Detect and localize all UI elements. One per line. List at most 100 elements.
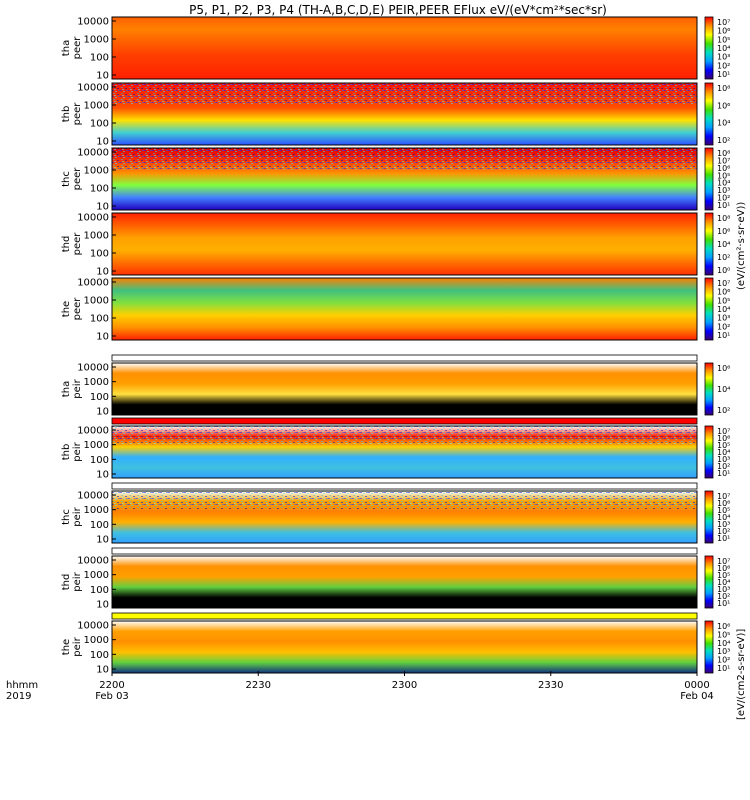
colorbar-tick-label: 10⁴ bbox=[717, 179, 730, 188]
colorbar-tick-label: 10⁰ bbox=[717, 266, 730, 275]
y-tick-label: 1000 bbox=[84, 570, 109, 581]
colorbar-tick-label: 10¹ bbox=[717, 70, 730, 79]
y-tick-label: 10000 bbox=[77, 426, 109, 437]
x-tick-label: 2300 bbox=[392, 680, 417, 691]
panel-tha-peir: 10000 1000 100 10 thapeir 10⁶ 10⁴ 10² bbox=[61, 354, 730, 418]
panel-frame bbox=[111, 425, 698, 479]
panel-top-strip bbox=[111, 354, 698, 362]
panel-thb-peer: 10000 1000 100 10 thbpeer 10⁸ 10⁶ 10⁴ 10² bbox=[61, 82, 730, 148]
colorbar-tick-label: 10² bbox=[717, 253, 730, 262]
colorbar-tick-label: 10² bbox=[717, 592, 730, 601]
colorbar-tick-label: 10⁶ bbox=[717, 27, 730, 36]
colorbar bbox=[704, 425, 714, 479]
y-tick-label: 10 bbox=[96, 202, 109, 213]
panel-top-strip bbox=[111, 482, 698, 490]
panel-thb-peir: 10000 1000 100 10 thbpeir 10⁷10⁶10⁵10⁴10³10²1… bbox=[61, 417, 730, 481]
panel-frame bbox=[111, 147, 698, 211]
colorbar bbox=[704, 16, 714, 80]
panel-top-strip bbox=[111, 612, 698, 620]
panel-thc-peir: 10000 1000 100 10 thcpeir 10⁷10⁶10⁵10⁴10³10²1… bbox=[61, 482, 730, 546]
colorbar-label: [eV/(cm2-s-sr-eV)] bbox=[736, 629, 747, 720]
y-tick-label: 100 bbox=[90, 650, 109, 661]
colorbar-tick-label: 10⁶ bbox=[717, 101, 730, 110]
y-tick-label: 10 bbox=[96, 267, 109, 278]
x-tick-label: 2230 bbox=[246, 680, 271, 691]
x-tick-label: 2200 bbox=[99, 680, 124, 691]
colorbar-tick-label: 10⁷ bbox=[717, 279, 730, 288]
colorbar bbox=[704, 555, 714, 609]
panel-label: thapeer bbox=[61, 36, 83, 60]
panel-label: thepeer bbox=[61, 297, 83, 321]
panel-top-strip bbox=[111, 417, 698, 425]
y-tick-label: 1000 bbox=[84, 296, 109, 307]
colorbar-tick-label: 10² bbox=[717, 462, 730, 471]
colorbar-tick-label: 10³ bbox=[717, 53, 730, 62]
y-tick-label: 100 bbox=[90, 455, 109, 466]
x-tick-date: Feb 03 bbox=[95, 691, 129, 702]
chart-title: P5, P1, P2, P3, P4 (TH-A,B,C,D,E) PEIR,P… bbox=[189, 3, 607, 17]
x-tick-label: 0000 bbox=[684, 680, 709, 691]
colorbar-tick-label: 10⁷ bbox=[717, 557, 730, 566]
panel-thd-peer: 10000 1000 100 10 thdpeer 10⁸ 10⁶ 10⁴ 10² 10⁰ bbox=[61, 212, 730, 278]
colorbar-tick-label: 10⁵ bbox=[717, 441, 730, 450]
panel-label: thcpeir bbox=[61, 506, 83, 526]
colorbar bbox=[704, 362, 714, 416]
spectrogram-image bbox=[112, 278, 697, 340]
spectrogram-noise bbox=[112, 491, 697, 510]
panel-label: thepeir bbox=[61, 636, 83, 656]
y-tick-label: 1000 bbox=[84, 101, 109, 112]
colorbar-tick-label: 10⁶ bbox=[717, 288, 730, 297]
colorbar-tick-label: 10² bbox=[717, 527, 730, 536]
colorbar-tick-label: 10² bbox=[717, 656, 730, 665]
colorbar-tick-label: 10⁵ bbox=[717, 571, 730, 580]
spectrogram-image bbox=[112, 213, 697, 275]
colorbar-tick-label: 10⁴ bbox=[717, 578, 730, 587]
y-tick-label: 100 bbox=[90, 314, 109, 325]
panel-label: thdpeer bbox=[61, 232, 83, 256]
colorbar-tick-label: 10⁸ bbox=[717, 84, 730, 93]
y-tick-label: 100 bbox=[90, 585, 109, 596]
colorbar bbox=[704, 277, 714, 341]
colorbar-tick-label: 10² bbox=[717, 194, 730, 203]
colorbar-tick-label: 10⁴ bbox=[717, 448, 730, 457]
colorbar-tick-label: 10² bbox=[717, 322, 730, 331]
colorbar bbox=[704, 620, 714, 674]
colorbar bbox=[704, 82, 714, 146]
colorbar-tick-label: 10³ bbox=[717, 314, 730, 323]
y-tick-label: 10 bbox=[96, 600, 109, 611]
colorbar-tick-label: 10⁸ bbox=[717, 149, 730, 158]
colorbar-tick-label: 10⁷ bbox=[717, 427, 730, 436]
y-tick-label: 1000 bbox=[84, 231, 109, 242]
y-tick-label: 100 bbox=[90, 249, 109, 260]
y-tick-label: 1000 bbox=[84, 166, 109, 177]
panel-thd-peir: 10000 1000 100 10 thdpeir 10⁷10⁶10⁵10⁴10³10²1… bbox=[61, 547, 730, 611]
panel-frame bbox=[111, 490, 698, 544]
y-tick-label: 10 bbox=[96, 535, 109, 546]
colorbar-tick-label: 10⁶ bbox=[717, 164, 730, 173]
colorbar-tick-label: 10⁷ bbox=[717, 18, 730, 27]
colorbar bbox=[704, 212, 714, 276]
colorbar-tick-label: 10¹ bbox=[717, 664, 730, 673]
colorbar-tick-label: 10⁶ bbox=[717, 622, 730, 631]
colorbar-tick-label: 10⁴ bbox=[717, 44, 730, 53]
spectrogram-image bbox=[112, 556, 697, 608]
spectrogram-noise bbox=[112, 83, 697, 105]
y-tick-label: 10 bbox=[96, 470, 109, 481]
spectrogram-noise bbox=[112, 426, 697, 445]
spectrogram-noise bbox=[112, 148, 697, 170]
colorbar-tick-label: 10³ bbox=[717, 186, 730, 195]
colorbar bbox=[704, 147, 714, 211]
colorbar-tick-label: 10⁷ bbox=[717, 156, 730, 165]
colorbar-tick-label: 10⁵ bbox=[717, 630, 730, 639]
y-tick-label: 100 bbox=[90, 392, 109, 403]
colorbar-tick-label: 10³ bbox=[717, 585, 730, 594]
colorbar-tick-label: 10⁶ bbox=[717, 364, 730, 373]
x-axis-corner-label: 2019 bbox=[6, 691, 31, 702]
y-tick-label: 10 bbox=[96, 407, 109, 418]
colorbar-tick-label: 10³ bbox=[717, 647, 730, 656]
x-tick-date: Feb 04 bbox=[680, 691, 714, 702]
y-tick-label: 10000 bbox=[77, 83, 109, 94]
